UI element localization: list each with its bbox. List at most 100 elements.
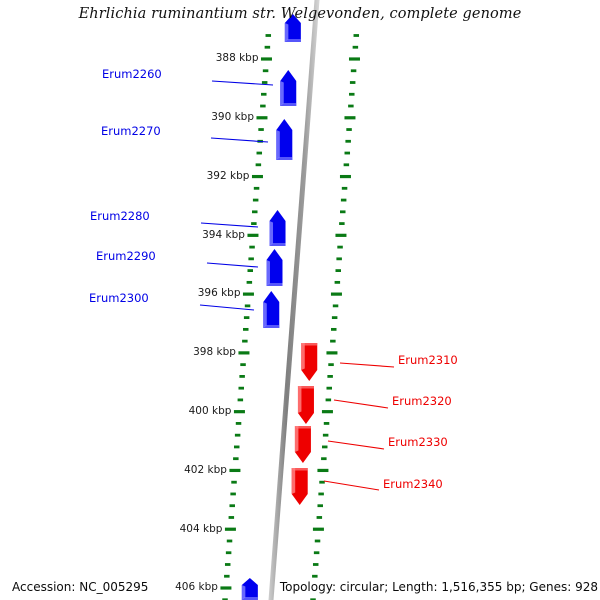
gene-arrow-highlight <box>266 260 270 286</box>
gene-arrow-reverse[interactable] <box>294 426 311 463</box>
gene-label[interactable]: Erum2310 <box>398 353 458 367</box>
gene-leader-lines <box>199 80 395 491</box>
gene-label[interactable]: Erum2280 <box>90 209 150 223</box>
gene-arrow-highlight <box>269 221 274 246</box>
ruler-minor-tick <box>261 92 267 96</box>
gene-arrow-shade <box>294 426 311 429</box>
ruler-major-tick <box>330 292 342 296</box>
ruler-minor-tick <box>339 222 345 225</box>
accession-status: Accession: NC_005295 <box>12 580 149 594</box>
ruler-label: 390 kbp <box>211 111 254 123</box>
ruler-minor-tick <box>246 280 253 284</box>
gene-arrow-shade <box>263 325 280 328</box>
gene-arrow-forward[interactable] <box>269 210 286 246</box>
gene-arrow-shade <box>276 157 293 160</box>
ruler-minor-tick <box>336 257 342 261</box>
gene-arrow-highlight <box>280 81 284 106</box>
ruler-minor-tick <box>334 280 341 284</box>
ruler-minor-tick <box>317 504 323 508</box>
ruler-minor-tick <box>327 375 333 378</box>
gene-arrow-highlight <box>241 585 246 600</box>
gene-arrow-forward[interactable] <box>263 291 280 328</box>
ruler-minor-tick <box>251 222 257 225</box>
ruler-minor-tick <box>234 433 241 437</box>
gene-arrow-highlight <box>301 343 305 370</box>
gene-arrow-shade <box>284 39 301 42</box>
ruler-minor-tick <box>323 422 330 425</box>
ruler-minor-tick <box>222 598 228 600</box>
ruler-minor-tick <box>335 269 341 272</box>
ruler-minor-tick <box>224 574 230 578</box>
ruler-minor-tick <box>249 245 255 249</box>
gene-arrow-reverse[interactable] <box>297 386 314 424</box>
ruler-label: 394 kbp <box>202 229 245 241</box>
ruler-minor-tick <box>349 92 355 96</box>
gene-label[interactable]: Erum2300 <box>89 291 149 305</box>
ruler-minor-tick <box>321 457 327 461</box>
gene-arrow-shade <box>297 386 314 389</box>
ruler-minor-tick <box>326 386 332 390</box>
ruler-minor-tick <box>248 257 254 261</box>
gene-arrow-reverse[interactable] <box>301 343 318 381</box>
ruler-minor-tick <box>264 45 271 49</box>
gene-arrow-shade <box>280 103 297 106</box>
gene-arrow-highlight <box>297 386 302 413</box>
gene-arrow-highlight <box>291 468 296 494</box>
gene-arrow-highlight <box>276 130 280 160</box>
gene-label[interactable]: Erum2340 <box>383 477 443 491</box>
ruler-label: 392 kbp <box>206 170 250 182</box>
ruler-minor-tick <box>260 104 266 108</box>
ruler-minor-tick <box>331 316 338 320</box>
ruler-major-tick <box>220 586 232 590</box>
ruler-minor-tick <box>345 139 351 143</box>
ruler-minor-tick <box>252 210 258 214</box>
gene-arrow-forward[interactable] <box>266 249 283 286</box>
ruler-label: 402 kbp <box>184 464 227 476</box>
ruler-minor-tick <box>244 304 251 308</box>
ruler-minor-tick <box>226 539 233 543</box>
ruler-minor-tick <box>314 539 321 543</box>
ruler-major-tick <box>335 233 347 237</box>
ruler-minor-tick <box>225 551 232 555</box>
ruler-minor-tick <box>353 34 360 37</box>
ruler-major-tick <box>339 174 351 179</box>
page-title: Ehrlichia ruminantium str. Welgevonden, … <box>78 6 522 22</box>
gene-arrow-forward[interactable] <box>276 119 293 160</box>
gene-arrow-shade <box>266 283 283 286</box>
ruler-minor-tick <box>238 386 244 390</box>
ruler-minor-tick <box>310 598 316 600</box>
gene-arrow-shade <box>291 468 308 471</box>
gene-arrow-highlight <box>284 22 289 42</box>
ruler-major-tick <box>229 468 241 473</box>
ruler-label: 398 kbp <box>193 346 236 358</box>
ruler-major-tick <box>317 468 329 473</box>
gene-arrow-forward[interactable] <box>241 578 258 600</box>
gene-label[interactable]: Erum2260 <box>102 67 162 81</box>
ruler-minor-tick <box>243 327 249 331</box>
ruler-major-tick <box>344 116 356 120</box>
ruler-minor-tick <box>262 69 269 73</box>
ruler-minor-tick <box>346 128 352 131</box>
genome-backbone <box>268 0 320 600</box>
gene-arrow-forward[interactable] <box>280 70 297 106</box>
ruler-major-tick <box>251 174 263 179</box>
ruler-ticks-right <box>308 34 360 600</box>
gene-label[interactable]: Erum2270 <box>101 124 161 138</box>
gene-label[interactable]: Erum2320 <box>392 394 452 408</box>
ruler-minor-tick <box>319 480 325 484</box>
ruler-minor-tick <box>318 492 324 496</box>
gene-arrow-reverse[interactable] <box>291 468 308 505</box>
ruler-minor-tick <box>240 363 246 367</box>
gene-arrow-shade <box>301 343 318 346</box>
ruler-major-tick <box>247 233 259 237</box>
ruler-minor-tick <box>261 81 268 84</box>
ruler-minor-tick <box>344 151 351 155</box>
ruler-minor-tick <box>321 445 328 449</box>
gene-label[interactable]: Erum2290 <box>96 249 156 263</box>
gene-arrow-forward[interactable] <box>284 14 301 42</box>
gene-label[interactable]: Erum2330 <box>388 435 448 449</box>
ruler-minor-tick <box>340 210 346 214</box>
ruler-minor-tick <box>233 445 240 449</box>
ruler-label: 406 kbp <box>175 581 218 593</box>
